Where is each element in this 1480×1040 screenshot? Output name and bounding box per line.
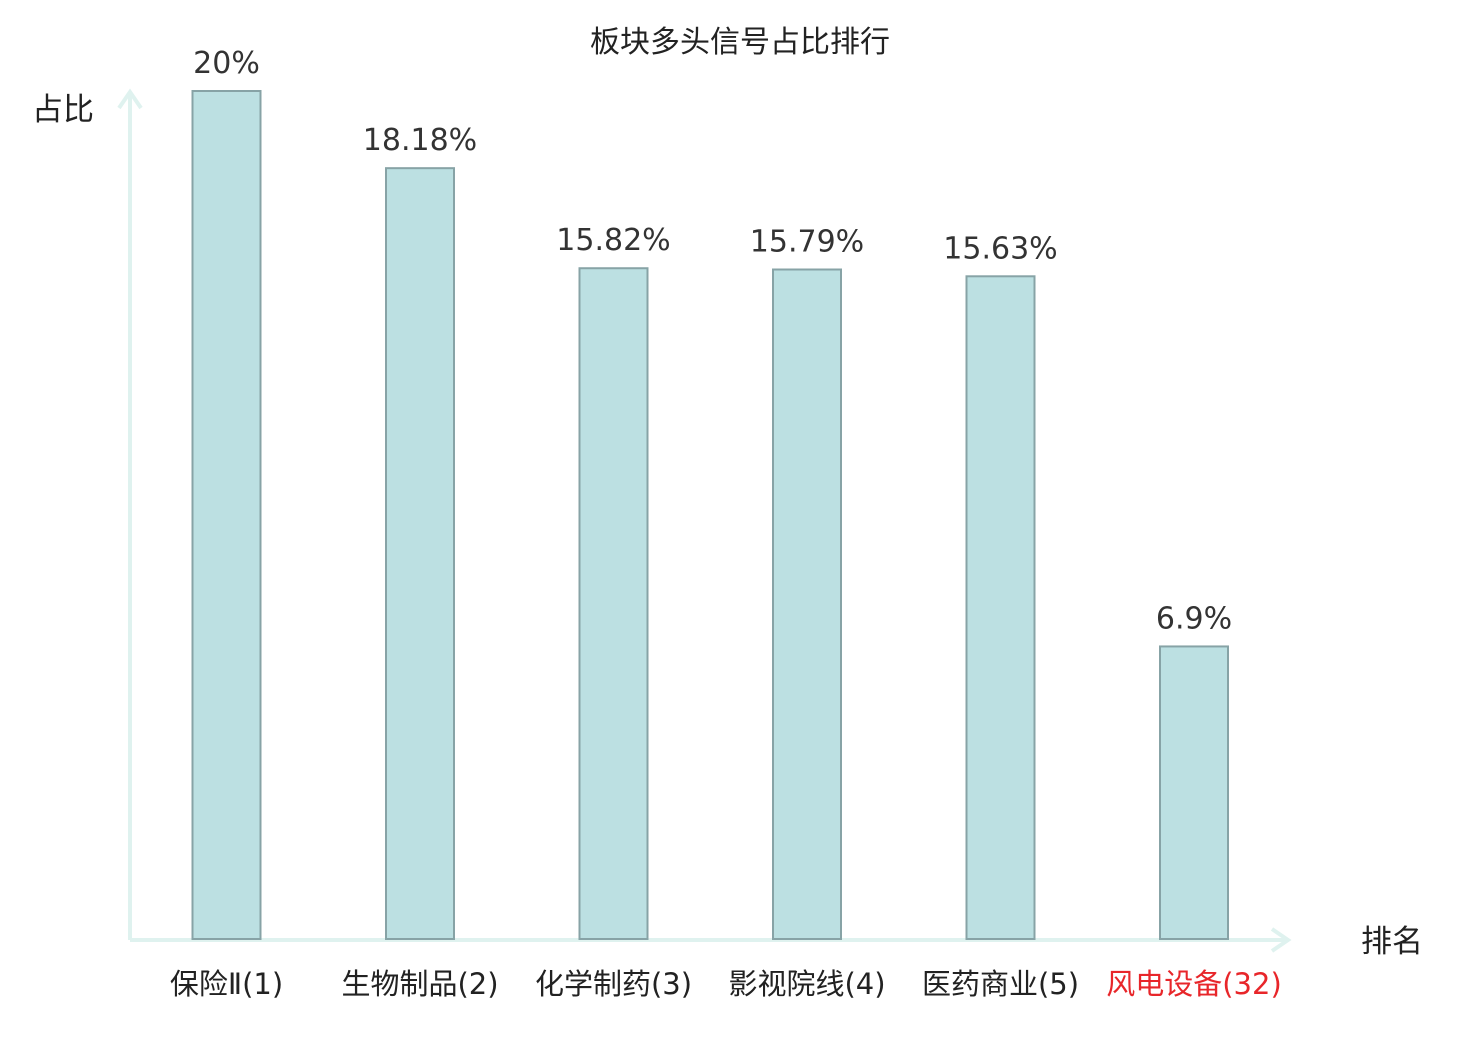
bar: [191, 90, 262, 940]
y-axis-arrow: [117, 88, 143, 110]
chart-title: 板块多头信号占比排行: [590, 25, 890, 60]
category-label: 影视院线(4): [728, 967, 885, 1001]
bar: [965, 275, 1036, 940]
category-label: 医药商业(5): [922, 967, 1079, 1001]
bar-value-label: 15.82%: [556, 223, 670, 258]
bar: [578, 267, 649, 940]
bar: [385, 167, 455, 940]
x-axis-label: 排名: [1361, 924, 1423, 960]
category-label: 保险Ⅱ(1): [170, 967, 283, 1001]
bar-value-label: 20%: [193, 46, 260, 81]
category-label: 风电设备(32): [1106, 967, 1282, 1001]
y-axis-label: 占比: [32, 92, 94, 128]
bar-value-label: 6.9%: [1156, 601, 1232, 636]
bar-value-label: 15.79%: [750, 225, 864, 260]
bar: [1159, 645, 1229, 940]
bar: [772, 268, 842, 940]
category-label: 生物制品(2): [341, 967, 498, 1001]
bars-group: 20% 保险Ⅱ(1) 18.18% 生物制品(2) 15.82% 化学制药(3) 15.79…: [170, 46, 1282, 1001]
bar-value-label: 18.18%: [363, 123, 477, 158]
x-axis-arrow: [1270, 927, 1292, 953]
category-label: 化学制药(3): [535, 967, 692, 1001]
bar-value-label: 15.63%: [943, 231, 1057, 266]
